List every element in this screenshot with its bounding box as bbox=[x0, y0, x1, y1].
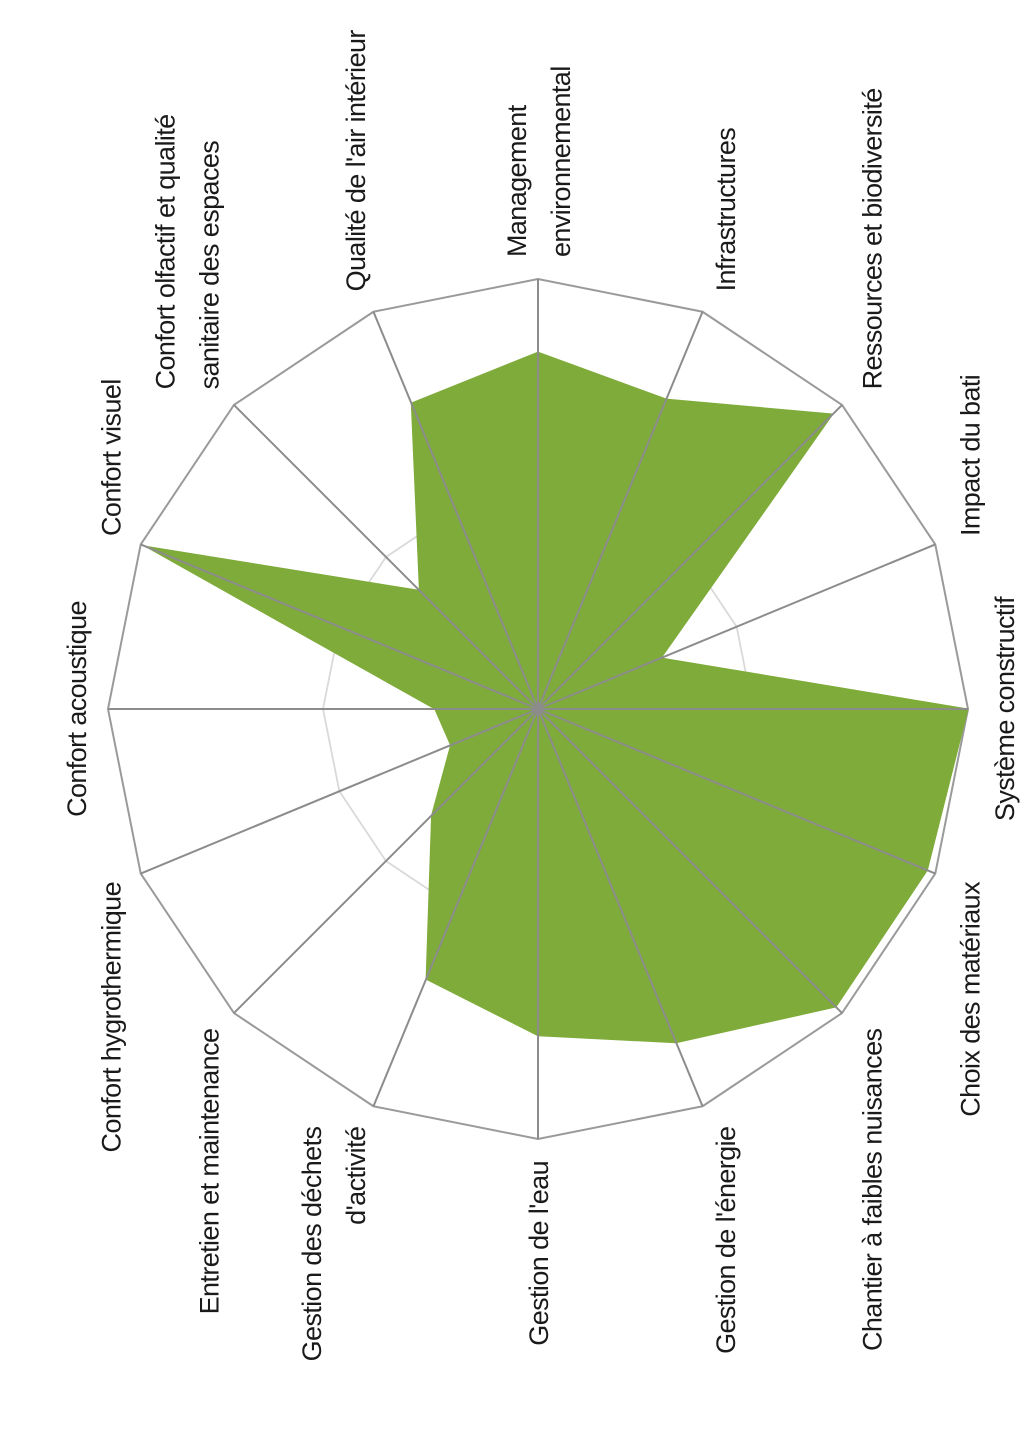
category-label-line: Système constructif bbox=[990, 596, 1020, 821]
axis-spoke bbox=[372, 708, 539, 1107]
category-label-line: d'activité bbox=[341, 1127, 371, 1225]
category-label-line: Confort olfactif et qualité bbox=[150, 114, 180, 389]
category-label: Infrastructures bbox=[711, 128, 741, 292]
category-label-line: Gestion de l'énergie bbox=[711, 1127, 741, 1354]
radar-chart-plot: Système constructif Choix des matériaux Ch… bbox=[62, 30, 1020, 1362]
category-label-line: Choix des matériaux bbox=[956, 881, 986, 1117]
category-label-line: Chantier à faibles nuisances bbox=[858, 1029, 888, 1352]
axis-spoke bbox=[140, 543, 539, 710]
category-label: Gestion de l'énergie bbox=[711, 1127, 741, 1354]
category-label-line: Gestion de l'eau bbox=[524, 1161, 554, 1346]
category-label: Ressources et biodiversité bbox=[858, 88, 888, 389]
category-label-line: Confort visuel bbox=[96, 379, 126, 536]
axis-spoke bbox=[140, 708, 539, 875]
category-label: Management environnemental bbox=[502, 66, 576, 257]
axis-spoke bbox=[537, 708, 704, 1107]
category-label: Impact du bati bbox=[956, 375, 986, 536]
category-label: Confort olfactif et qualité sanitaire des… bbox=[150, 114, 224, 389]
category-label-line: Gestion des déchets bbox=[297, 1127, 327, 1362]
category-label: Qualité de l'air intérieur bbox=[341, 30, 371, 292]
category-label-line: Entretien et maintenance bbox=[194, 1029, 224, 1315]
category-label-line: sanitaire des espaces bbox=[194, 141, 224, 390]
axis-spoke bbox=[233, 404, 539, 710]
category-label-line: Management bbox=[502, 104, 532, 257]
category-label-line: Ressources et biodiversité bbox=[858, 88, 888, 389]
axis-spoke bbox=[537, 543, 936, 710]
axis-spoke bbox=[537, 404, 843, 710]
category-label-line: Infrastructures bbox=[711, 128, 741, 292]
category-label-line: Qualité de l'air intérieur bbox=[341, 30, 371, 292]
category-label: Confort visuel bbox=[96, 379, 126, 536]
category-label-line: Confort acoustique bbox=[62, 601, 92, 817]
category-label-line: Impact du bati bbox=[956, 375, 986, 536]
category-label: Système constructif bbox=[990, 596, 1020, 821]
category-label: Gestion de l'eau bbox=[524, 1161, 554, 1346]
category-label-line: environnemental bbox=[546, 66, 576, 257]
axis-spoke bbox=[537, 708, 843, 1014]
category-label: Confort hygrothermique bbox=[96, 882, 126, 1152]
axis-spoke bbox=[537, 708, 936, 875]
category-label: Entretien et maintenance bbox=[194, 1029, 224, 1315]
category-label: Gestion des déchets d'activité bbox=[297, 1127, 371, 1362]
category-label: Confort acoustique bbox=[62, 601, 92, 817]
axis-spoke bbox=[372, 311, 539, 710]
axis-spoke bbox=[537, 311, 704, 710]
series-area bbox=[144, 351, 969, 1044]
category-label: Chantier à faibles nuisances bbox=[858, 1029, 888, 1352]
category-label: Choix des matériaux bbox=[956, 881, 986, 1117]
axis-spoke bbox=[233, 708, 539, 1014]
center-marker bbox=[530, 701, 546, 717]
category-label-line: Confort hygrothermique bbox=[96, 882, 126, 1152]
